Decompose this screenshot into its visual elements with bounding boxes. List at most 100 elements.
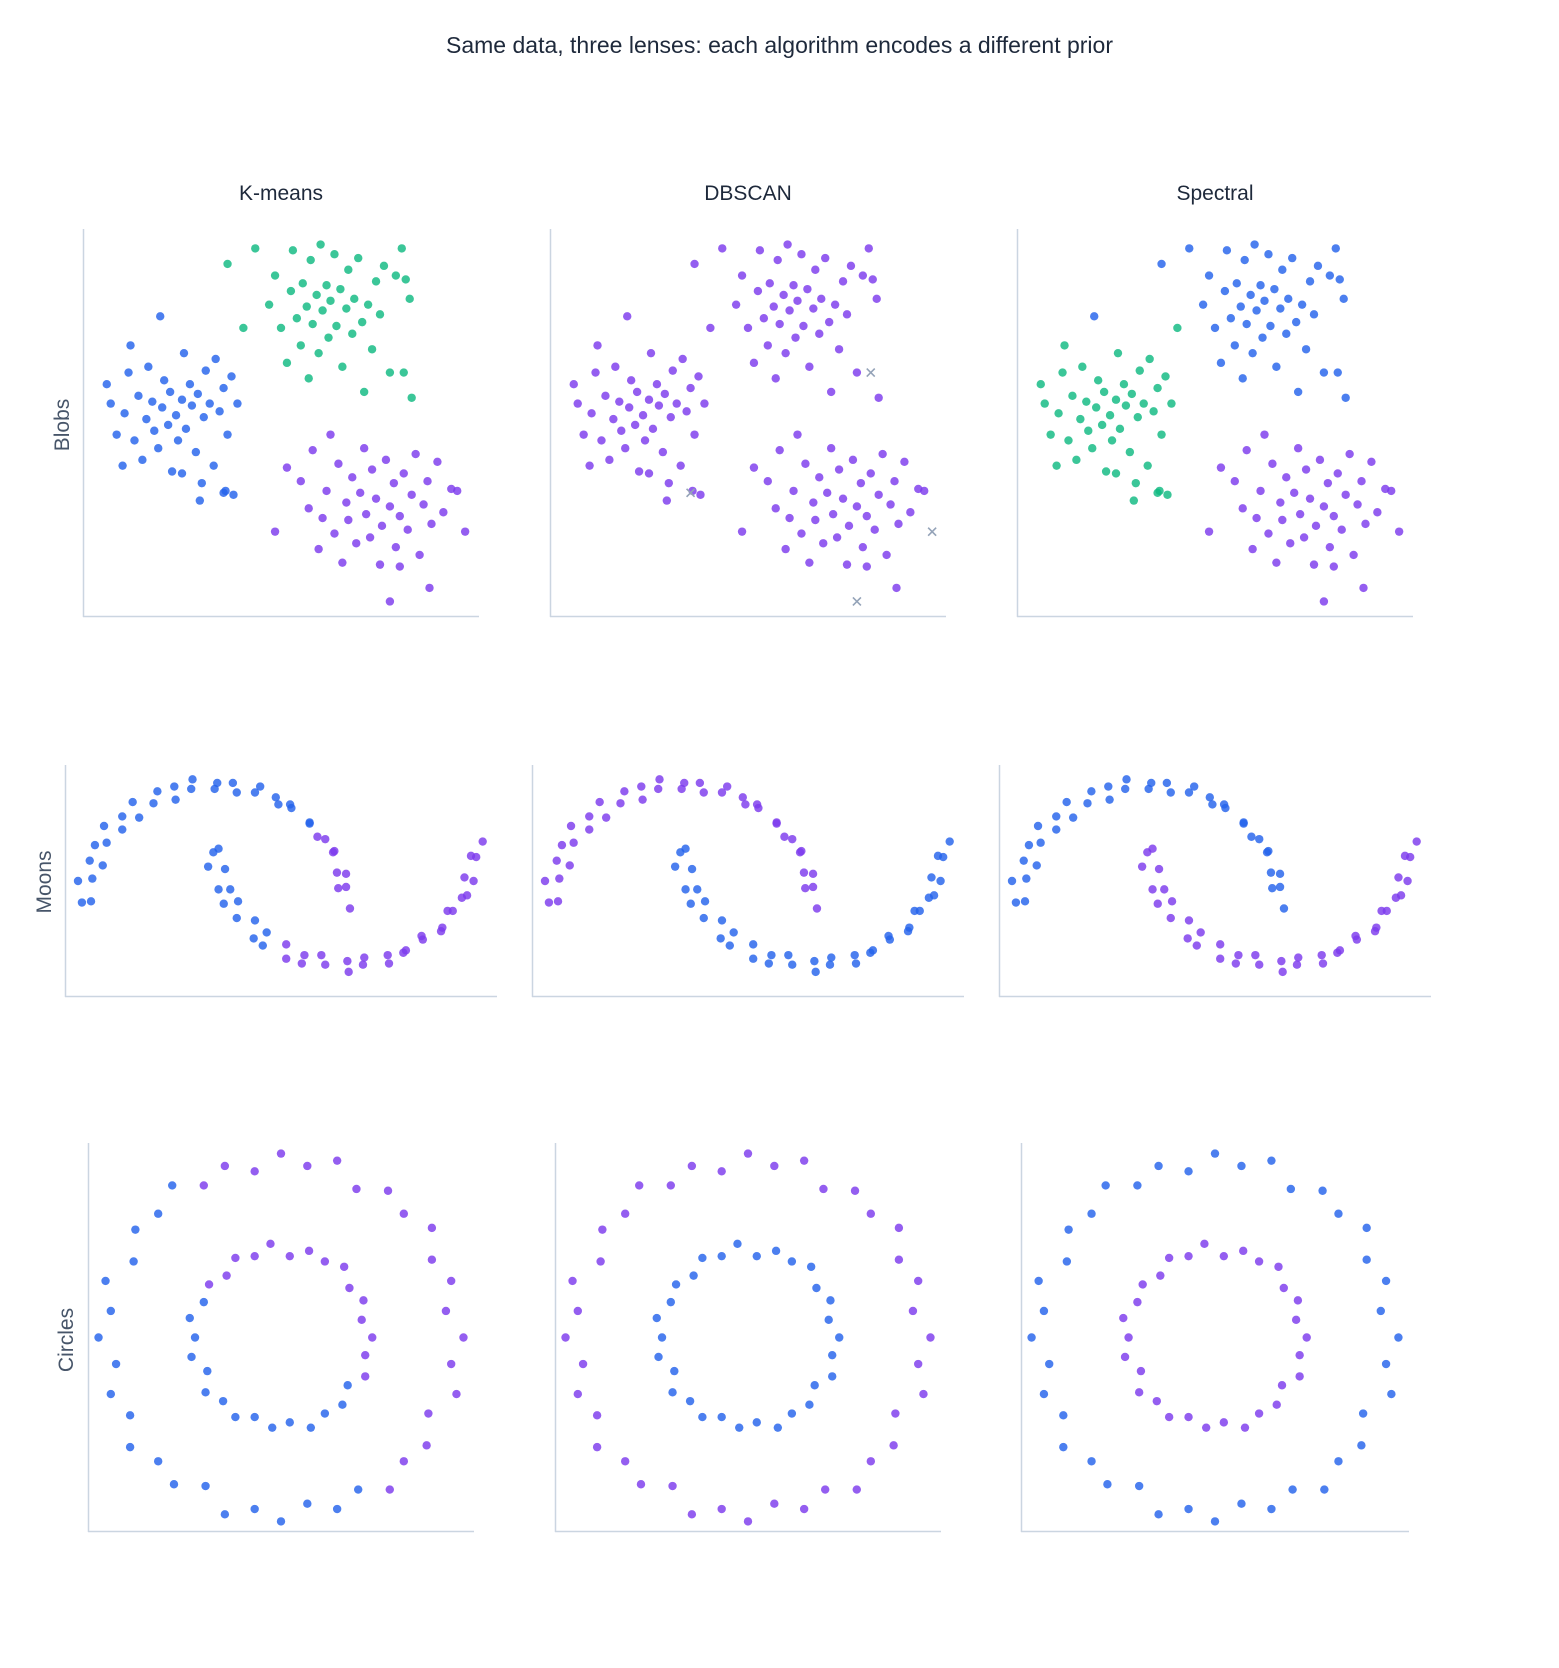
data-point-cluster-1	[579, 430, 588, 439]
data-point-cluster-0	[1335, 275, 1344, 284]
data-point-cluster-1	[1196, 928, 1205, 937]
data-point-cluster-1	[1309, 560, 1319, 569]
data-point-cluster-1	[763, 477, 772, 486]
data-point-cluster-0	[1305, 277, 1315, 286]
data-point-cluster-1	[601, 813, 611, 822]
data-point-cluster-0	[250, 1504, 259, 1514]
data-point-cluster-2	[326, 296, 335, 305]
data-point-cluster-1	[878, 449, 887, 459]
data-point-cluster-1	[344, 515, 353, 525]
data-point-cluster-1	[1167, 897, 1177, 906]
data-point-cluster-1	[1286, 539, 1295, 548]
data-point-cluster-1	[1282, 473, 1291, 482]
data-point-cluster-1	[630, 420, 640, 430]
data-point-cluster-0	[223, 430, 232, 439]
data-point-cluster-0	[749, 954, 758, 963]
data-point-cluster-1	[587, 409, 596, 418]
column-title-dbscan: DBSCAN	[704, 182, 792, 205]
data-point-cluster-0	[850, 950, 859, 960]
data-point-cluster-1	[690, 430, 699, 439]
data-point-cluster-0	[168, 1181, 177, 1190]
data-point-cluster-0	[1394, 1333, 1403, 1342]
data-point-cluster-0	[153, 1209, 163, 1218]
data-point-cluster-1	[660, 389, 670, 399]
data-point-cluster-2	[1121, 401, 1131, 410]
data-point-cluster-1	[359, 444, 369, 453]
data-point-cluster-0	[1309, 310, 1319, 319]
data-point-cluster-1	[737, 527, 747, 536]
data-point-cluster-1	[592, 1411, 602, 1420]
data-point-cluster-1	[334, 883, 343, 893]
data-point-cluster-2	[1052, 461, 1061, 470]
data-point-cluster-1	[343, 956, 352, 966]
data-point-cluster-1	[872, 294, 881, 304]
data-point-cluster-1	[753, 286, 763, 296]
data-point-cluster-1	[797, 250, 806, 259]
data-point-cluster-2	[302, 302, 311, 311]
scatter-panel-moons-dbscan	[531, 765, 964, 998]
data-point-cluster-2	[324, 333, 333, 342]
data-point-cluster-1	[1318, 959, 1328, 968]
data-point-cluster-1	[330, 846, 339, 856]
data-point-cluster-0	[1210, 1149, 1220, 1158]
data-point-cluster-0	[1376, 1306, 1385, 1316]
data-point-cluster-1	[677, 784, 686, 794]
data-point-cluster-0	[1278, 265, 1287, 274]
data-point-cluster-1	[297, 959, 307, 968]
data-point-cluster-0	[716, 934, 725, 943]
data-point-cluster-0	[1237, 1161, 1246, 1171]
data-point-cluster-1	[775, 319, 784, 329]
data-point-cluster-0	[805, 1400, 814, 1409]
data-point-cluster-1	[1252, 513, 1261, 523]
data-point-cluster-1	[1264, 529, 1273, 538]
data-point-cluster-2	[379, 261, 389, 271]
data-point-cluster-0	[214, 885, 223, 894]
data-point-cluster-2	[1133, 412, 1142, 422]
data-point-cluster-0	[1339, 294, 1348, 304]
data-point-cluster-0	[1154, 1161, 1163, 1171]
data-point-cluster-1	[357, 1315, 366, 1325]
data-point-cluster-1	[1148, 844, 1157, 853]
data-point-cluster-2	[298, 279, 307, 288]
data-point-cluster-1	[852, 368, 862, 377]
data-point-cluster-0	[1122, 775, 1131, 784]
data-point-cluster-1	[1248, 544, 1257, 554]
data-point-cluster-1	[662, 496, 672, 505]
data-point-cluster-1	[866, 469, 875, 478]
data-point-cluster-1	[352, 539, 361, 548]
data-point-cluster-0	[1270, 284, 1279, 294]
data-point-cluster-1	[819, 1184, 828, 1194]
data-point-cluster-1	[1277, 956, 1286, 966]
data-point-cluster-1	[285, 1251, 294, 1261]
data-point-cluster-1	[1184, 916, 1194, 925]
data-point-cluster-1	[552, 856, 561, 865]
data-point-cluster-1	[199, 1181, 208, 1190]
data-point-cluster-0	[98, 861, 107, 870]
data-point-cluster-0	[179, 348, 189, 358]
data-point-cluster-1	[828, 509, 838, 519]
data-point-cluster-0	[1184, 788, 1194, 797]
data-point-cluster-0	[1255, 834, 1264, 844]
data-point-cluster-1	[303, 1161, 312, 1171]
data-point-cluster-1	[1164, 1412, 1174, 1422]
data-point-cluster-0	[90, 840, 100, 850]
data-point-cluster-1	[682, 407, 691, 416]
data-point-cluster-1	[371, 494, 381, 503]
data-point-cluster-1	[1153, 899, 1162, 908]
data-point-cluster-0	[1064, 1225, 1073, 1234]
data-point-cluster-1	[573, 399, 582, 408]
data-point-cluster-1	[1254, 1409, 1264, 1418]
data-point-cluster-1	[436, 927, 446, 936]
data-point-cluster-0	[228, 778, 238, 788]
data-point-cluster-0	[945, 837, 954, 846]
data-point-cluster-1	[424, 1409, 433, 1418]
data-point-cluster-0	[1157, 259, 1166, 269]
data-point-cluster-0	[1260, 296, 1269, 305]
data-point-cluster-1	[848, 455, 858, 465]
data-point-cluster-1	[1231, 959, 1241, 968]
data-point-cluster-0	[825, 960, 835, 969]
data-point-cluster-2	[342, 304, 351, 313]
data-point-cluster-1	[427, 1255, 437, 1264]
data-point-cluster-0	[657, 1333, 667, 1342]
data-point-cluster-0	[652, 1313, 661, 1323]
